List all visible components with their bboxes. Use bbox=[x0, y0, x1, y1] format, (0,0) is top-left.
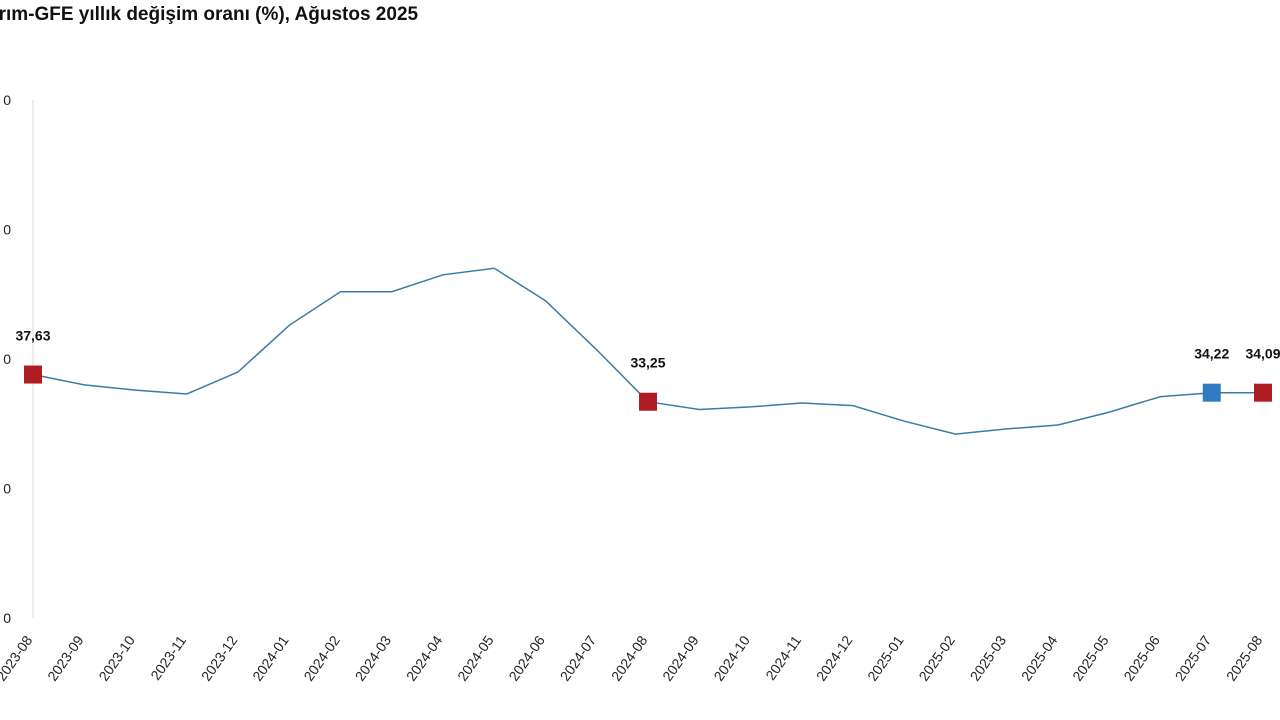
x-tick-label: 2025-08 bbox=[1223, 632, 1266, 683]
x-tick-label: 2024-08 bbox=[608, 632, 651, 683]
x-tick-label: 2023-08 bbox=[0, 632, 36, 683]
x-tick-label: 2025-04 bbox=[1018, 632, 1061, 683]
x-tick-label: 2025-02 bbox=[915, 632, 958, 683]
x-tick-label: 2023-11 bbox=[147, 632, 189, 683]
x-tick-label: 2023-12 bbox=[198, 632, 241, 683]
data-label: 34,09 bbox=[1245, 346, 1280, 362]
x-tick-label: 2025-05 bbox=[1069, 632, 1112, 683]
data-point-marker bbox=[1202, 383, 1221, 402]
x-tick-label: 2024-06 bbox=[505, 632, 548, 683]
x-tick-label: 2024-12 bbox=[813, 632, 856, 683]
y-tick-label: 0 bbox=[3, 351, 11, 367]
x-tick-label: 2024-02 bbox=[300, 632, 343, 683]
y-tick-label: 0 bbox=[3, 222, 11, 238]
x-tick-label: 2024-05 bbox=[454, 632, 497, 683]
x-tick-label: 2025-03 bbox=[967, 632, 1010, 683]
data-point-marker bbox=[24, 365, 42, 384]
x-tick-label: 2024-11 bbox=[762, 632, 804, 683]
x-tick-label: 2025-01 bbox=[864, 632, 907, 683]
y-tick-labels: 0 0 0 0 0 bbox=[3, 92, 11, 626]
data-label: 34,22 bbox=[1194, 346, 1229, 362]
x-tick-label: 2024-03 bbox=[352, 632, 395, 683]
x-tick-label: 2023-09 bbox=[44, 632, 87, 683]
y-tick-label: 0 bbox=[3, 610, 11, 626]
x-tick-label: 2024-07 bbox=[557, 632, 600, 683]
chart-title: arım-GFE yıllık değişim oranı (%), Ağust… bbox=[0, 4, 419, 25]
data-point-marker bbox=[639, 392, 657, 411]
marker-group bbox=[24, 365, 1272, 411]
x-tick-label: 2024-01 bbox=[249, 632, 292, 683]
data-label-group: 37,63 33,25 34,22 34,09 bbox=[15, 328, 1280, 371]
data-label: 33,25 bbox=[630, 355, 665, 371]
data-label: 37,63 bbox=[15, 328, 50, 344]
x-tick-label: 2025-07 bbox=[1172, 632, 1215, 683]
y-tick-label: 0 bbox=[3, 481, 11, 497]
x-tick-label: 2025-06 bbox=[1120, 632, 1163, 683]
x-tick-label: 2024-10 bbox=[710, 632, 753, 683]
x-tick-label: 2024-09 bbox=[659, 632, 702, 683]
x-tick-labels: 2023-08 2023-09 2023-10 2023-11 2023-12 2024-… bbox=[0, 632, 1266, 683]
x-tick-label: 2024-04 bbox=[403, 632, 446, 683]
x-tick-label: 2023-10 bbox=[95, 632, 138, 683]
data-point-marker bbox=[1254, 383, 1272, 402]
y-tick-label: 0 bbox=[3, 92, 11, 108]
